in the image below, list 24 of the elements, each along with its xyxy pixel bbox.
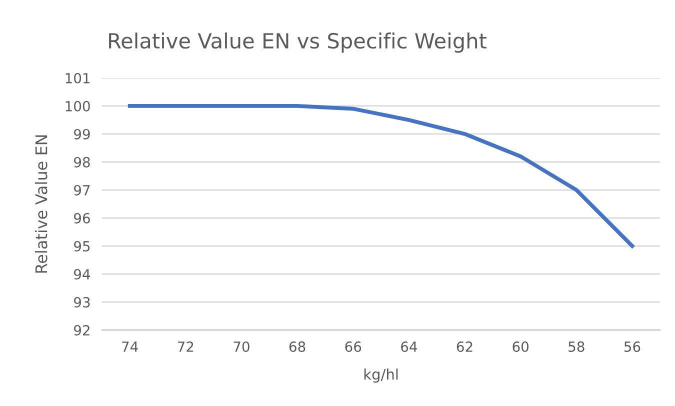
x-tick-label: 58 bbox=[568, 341, 584, 352]
x-tick-label: 66 bbox=[345, 341, 362, 352]
y-tick-label: 93 bbox=[74, 297, 90, 308]
chart-title: Relative Value EN vs Specific Weight bbox=[109, 32, 486, 53]
x-axis-title: kg/hl bbox=[364, 368, 398, 383]
y-tick-label: 96 bbox=[74, 212, 90, 224]
x-tick-label: 60 bbox=[512, 341, 529, 352]
y-tick-label: 98 bbox=[74, 156, 90, 168]
y-tick-label: 99 bbox=[74, 128, 90, 140]
x-tick-label: 62 bbox=[456, 341, 472, 352]
y-tick-label: 94 bbox=[74, 269, 90, 280]
x-tick-label: 68 bbox=[289, 341, 306, 352]
y-tick-label: 97 bbox=[74, 184, 90, 196]
x-tick-label: 74 bbox=[122, 342, 138, 352]
x-tick-label: 56 bbox=[624, 341, 640, 352]
x-tick-label: 64 bbox=[401, 341, 418, 352]
x-tick-label: 70 bbox=[234, 341, 250, 352]
y-axis-title: Relative Value EN bbox=[34, 135, 48, 273]
y-tick-label: 100 bbox=[66, 100, 90, 112]
y-tick-label: 92 bbox=[74, 325, 90, 336]
x-tick-label: 72 bbox=[178, 341, 194, 352]
y-tick-label: 101 bbox=[66, 72, 90, 84]
line-series bbox=[128, 104, 634, 248]
y-tick-label: 95 bbox=[74, 241, 90, 252]
